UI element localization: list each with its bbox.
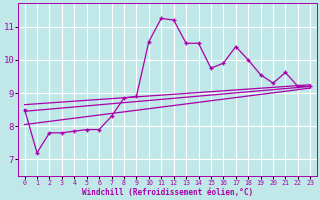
X-axis label: Windchill (Refroidissement éolien,°C): Windchill (Refroidissement éolien,°C) bbox=[82, 188, 253, 197]
